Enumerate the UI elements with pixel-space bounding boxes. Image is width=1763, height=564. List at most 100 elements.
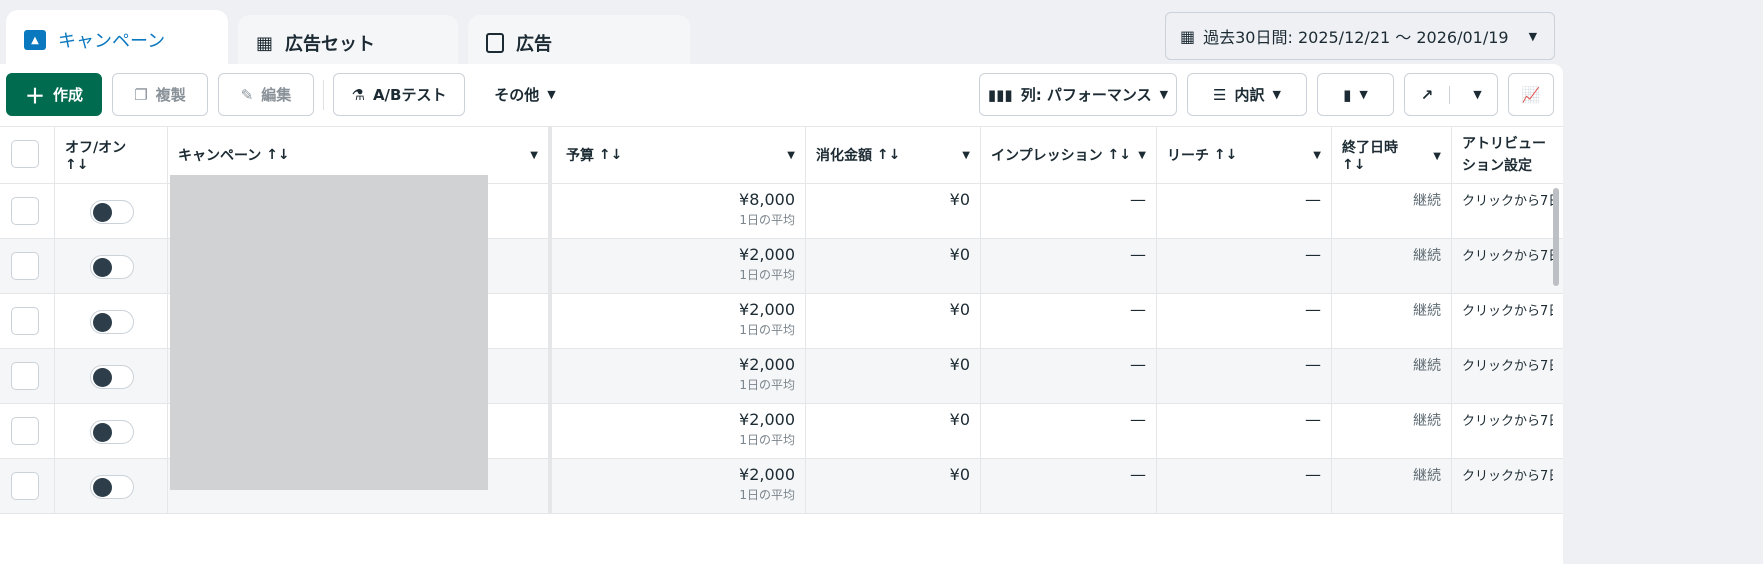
chevron-down-icon: ▼ (1359, 88, 1368, 101)
tab-label: 広告セット (285, 34, 376, 55)
row-checkbox[interactable] (11, 362, 39, 390)
campaign-toggle[interactable] (90, 365, 134, 389)
cell-campaign[interactable] (168, 459, 552, 513)
row-checkbox[interactable] (11, 252, 39, 280)
sort-icon: ↑↓ (1342, 157, 1366, 173)
row-checkbox[interactable] (11, 197, 39, 225)
cell-reach: — (1157, 349, 1332, 403)
cell-reach: — (1157, 459, 1332, 513)
cell-campaign[interactable] (168, 184, 552, 238)
tab-label: 広告 (516, 34, 552, 55)
label: アトリビューション設定 (1462, 136, 1546, 174)
cell-toggle (55, 349, 168, 403)
cell-spend: ¥0 (806, 404, 981, 458)
chevron-down-icon: ▼ (1272, 88, 1281, 101)
cell-attribution: クリックから7日... (1462, 304, 1553, 319)
campaign-folder-icon: ▲ (24, 30, 46, 50)
label: その他 (494, 86, 540, 104)
chevron-down-icon: ▼ (962, 149, 970, 161)
calendar-icon: ▦ (1180, 26, 1196, 46)
plus-icon: ＋ (24, 84, 45, 108)
cell-impressions: — (981, 349, 1157, 403)
tab-label: キャンペーン (58, 31, 166, 52)
campaign-toggle[interactable] (90, 200, 134, 224)
cell-attribution: クリックから7日... (1462, 194, 1553, 209)
campaign-toggle[interactable] (90, 255, 134, 279)
tab-ads[interactable]: 広告 (468, 15, 690, 71)
cell-impressions: — (981, 404, 1157, 458)
label: 終了日時 (1342, 140, 1398, 156)
cell-campaign[interactable] (168, 239, 552, 293)
sort-icon: ↑↓ (1213, 147, 1238, 163)
tab-ad-sets[interactable]: ▦ 広告セット (238, 15, 458, 71)
label: インプレッション (991, 148, 1103, 164)
more-dropdown[interactable]: その他 ▼ (475, 73, 575, 116)
ab-test-button[interactable]: ⚗ A/Bテスト (333, 73, 465, 116)
cell-budget: ¥8,000 1日の平均 (556, 184, 806, 238)
cell-select (0, 239, 55, 293)
cell-end-date: 継続 (1332, 239, 1452, 293)
header-budget[interactable]: 予算 ↑↓ ▼ (556, 127, 806, 183)
cell-budget: ¥2,000 1日の平均 (556, 349, 806, 403)
vertical-scrollbar[interactable] (1553, 188, 1559, 286)
create-button[interactable]: ＋ 作成 (6, 73, 102, 116)
edit-button[interactable]: ✎ 編集 (218, 73, 314, 116)
cell-select (0, 459, 55, 513)
cell-attribution: クリックから7日... (1462, 469, 1553, 484)
tab-campaigns[interactable]: ▲ キャンペーン (6, 10, 228, 70)
cell-spend: ¥0 (806, 349, 981, 403)
sort-icon: ↑↓ (266, 147, 290, 163)
header-toggle[interactable]: オフ/オン ↑↓ (55, 127, 168, 183)
export-button[interactable]: ↗ ▼ (1404, 73, 1498, 116)
label: 予算 (566, 148, 594, 164)
flask-icon: ⚗ (351, 85, 365, 104)
duplicate-button[interactable]: ❐ 複製 (112, 73, 208, 116)
campaign-toggle[interactable] (90, 310, 134, 334)
header-end-date[interactable]: 終了日時 ↑↓ ▼ (1332, 127, 1452, 183)
reports-dropdown[interactable]: ▮ ▼ (1317, 73, 1394, 116)
cell-campaign[interactable] (168, 294, 552, 348)
trend-chart-icon: 📈 (1521, 85, 1541, 104)
row-checkbox[interactable] (11, 417, 39, 445)
campaign-toggle[interactable] (90, 475, 134, 499)
cell-spend: ¥0 (806, 459, 981, 513)
cell-select (0, 404, 55, 458)
header-impressions[interactable]: インプレッション ↑↓ ▼ (981, 127, 1157, 183)
cell-attribution: クリックから7日... (1462, 249, 1553, 264)
cell-campaign[interactable] (168, 349, 552, 403)
chevron-down-icon: ▼ (1433, 151, 1441, 162)
select-all-checkbox[interactable] (11, 140, 39, 168)
cell-reach: — (1157, 404, 1332, 458)
cell-end-date: 継続 (1332, 404, 1452, 458)
cell-toggle (55, 239, 168, 293)
cell-select (0, 184, 55, 238)
header-attribution[interactable]: アトリビューション設定 (1452, 127, 1563, 183)
cell-reach: — (1157, 184, 1332, 238)
cell-attribution: クリックから7日... (1462, 414, 1553, 429)
sort-icon: ↑↓ (876, 147, 901, 163)
label: オフ/オン (65, 140, 127, 156)
cell-budget: ¥2,000 1日の平均 (556, 404, 806, 458)
breakdown-dropdown[interactable]: ☰ 内訳 ▼ (1187, 73, 1307, 116)
row-checkbox[interactable] (11, 307, 39, 335)
row-checkbox[interactable] (11, 472, 39, 500)
label: リーチ (1167, 148, 1209, 164)
chart-button[interactable]: 📈 (1508, 73, 1554, 116)
cell-campaign[interactable] (168, 404, 552, 458)
date-range-picker[interactable]: ▦ 過去30日間: 2025/12/21 ～ 2026/01/19 ▼ (1165, 12, 1555, 60)
header-spend[interactable]: 消化金額 ↑↓ ▼ (806, 127, 981, 183)
cell-end-date: 継続 (1332, 459, 1452, 513)
columns-dropdown[interactable]: ▮▮▮ 列: パフォーマンス ▼ (979, 73, 1177, 116)
chevron-down-icon: ▼ (1159, 88, 1169, 101)
header-campaign[interactable]: キャンペーン ↑↓ ▼ (168, 127, 552, 183)
header-reach[interactable]: リーチ ↑↓ ▼ (1157, 127, 1332, 183)
cell-spend: ¥0 (806, 294, 981, 348)
sort-icon: ↑↓ (598, 147, 623, 163)
label: 内訳 (1234, 86, 1265, 104)
campaign-toggle[interactable] (90, 420, 134, 444)
cell-end-date: 継続 (1332, 184, 1452, 238)
label: 複製 (155, 86, 186, 104)
